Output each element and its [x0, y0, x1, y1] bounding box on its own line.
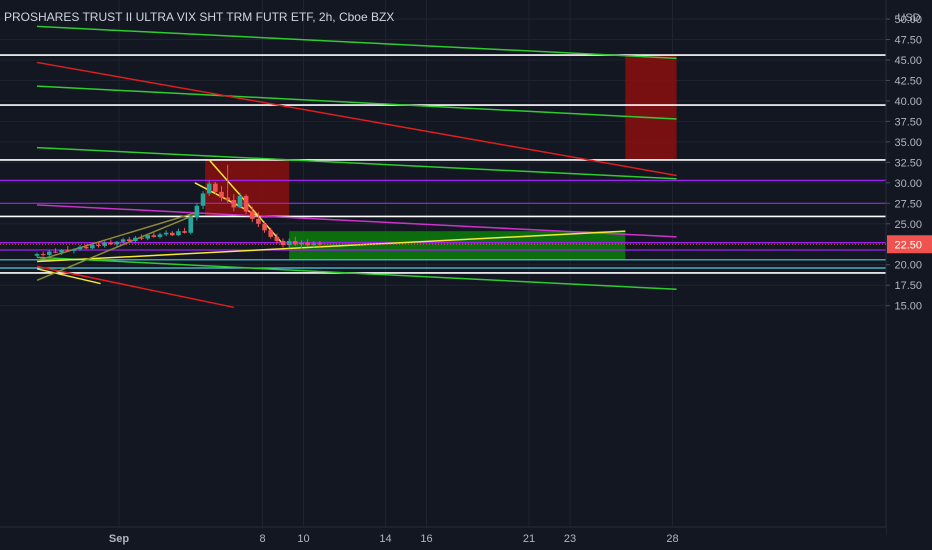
- price-axis-tick-label: 32.50: [894, 157, 922, 169]
- candle-body: [53, 251, 58, 253]
- candle-body: [225, 197, 230, 201]
- time-axis[interactable]: Sep 8 10 14 16 21 23 28: [0, 526, 886, 550]
- price-axis-background: [886, 0, 932, 550]
- candle-body: [200, 193, 206, 206]
- candle-body: [151, 235, 157, 237]
- candle-body: [120, 239, 126, 242]
- candle-body: [280, 240, 286, 246]
- candle-body: [40, 254, 46, 256]
- candle-body: [182, 231, 187, 233]
- time-axis-background: [0, 527, 886, 550]
- candle-body: [262, 223, 267, 231]
- price-axis-tick-label: 25.00: [894, 219, 922, 231]
- trend-line: [36, 85, 677, 120]
- time-axis-tick-label: 10: [297, 533, 309, 545]
- trend-line: [36, 146, 677, 180]
- time-axis-tick-label: 16: [420, 533, 432, 545]
- candle-body: [243, 195, 249, 212]
- currency-label[interactable]: USD: [897, 12, 920, 24]
- candle-body: [219, 191, 224, 198]
- candle-body: [299, 242, 304, 245]
- candle-body: [293, 240, 298, 245]
- trend-line: [36, 204, 677, 238]
- price-axis-tick-label: 15.00: [894, 301, 922, 313]
- time-axis-tick-label: 23: [564, 533, 576, 545]
- time-axis-tick-label: 28: [666, 533, 678, 545]
- last-price-badge-bg: [887, 235, 932, 254]
- price-axis[interactable]: 50.00 47.50 45.00 42.50 40.00 37.50 35.00 32.50…: [885, 0, 932, 550]
- candle-body: [249, 211, 255, 219]
- candle-body: [139, 237, 144, 239]
- price-axis-tick-label: 17.50: [894, 280, 922, 292]
- time-axis-tick-label: 8: [259, 533, 265, 545]
- candle-body: [268, 230, 273, 237]
- candle-body: [90, 245, 95, 249]
- chart-title: PROSHARES TRUST II ULTRA VIX SHT TRM FUT…: [4, 10, 394, 24]
- candle-body: [274, 236, 280, 241]
- price-axis-tick-label: 40.00: [894, 96, 922, 108]
- price-axis-tick-label: 42.50: [894, 75, 922, 87]
- candle-body: [237, 195, 243, 208]
- trend-line: [36, 265, 234, 309]
- time-axis-tick-label: 14: [379, 533, 391, 545]
- candle-body: [59, 249, 64, 253]
- trend-line: [36, 268, 101, 285]
- candle-body: [176, 231, 181, 236]
- resistance-zone: [625, 55, 677, 160]
- trend-line: [36, 25, 677, 60]
- price-axis-tick-label: 30.00: [894, 178, 922, 190]
- zones-layer: [205, 55, 677, 260]
- candle-body: [170, 232, 175, 236]
- last-price-badge: 22.50: [0, 235, 932, 254]
- price-axis-tick-label: 45.00: [894, 55, 922, 67]
- trend-line: [36, 211, 198, 262]
- candle-body: [213, 183, 218, 192]
- candle-body: [157, 234, 163, 237]
- price-axis-tick-label: 50.00: [894, 14, 922, 26]
- price-axis-tick-label: 20.00: [894, 260, 922, 272]
- candle-body: [114, 241, 120, 245]
- candle-body: [65, 249, 71, 251]
- candle-body: [126, 239, 132, 241]
- price-axis-tick-label: 37.50: [894, 116, 922, 128]
- candle-body: [108, 242, 114, 245]
- last-price-label: 22.50: [894, 239, 922, 251]
- candle-body: [256, 218, 261, 224]
- candle-body: [311, 243, 317, 246]
- candle-body: [96, 245, 101, 247]
- horizontal-levels-layer: [0, 54, 886, 274]
- price-axis-tick-label: 27.50: [894, 198, 922, 210]
- candles-layer: [34, 164, 323, 258]
- price-axis-tick-label: 35.00: [894, 137, 922, 149]
- candle-body: [71, 249, 77, 251]
- candle-body: [83, 246, 89, 249]
- candle-body: [194, 205, 200, 218]
- trend-line: [36, 213, 198, 281]
- candle-body: [145, 235, 150, 239]
- price-axis-tick-label: 47.50: [894, 35, 922, 47]
- candle-body: [286, 240, 292, 246]
- trend-line: [36, 256, 677, 291]
- candle-body: [133, 237, 138, 241]
- candle-body: [34, 254, 40, 256]
- candle-body: [77, 246, 83, 250]
- candle-body: [317, 243, 323, 245]
- trend-line: [36, 61, 677, 177]
- candle-body: [206, 183, 212, 194]
- candle-body: [231, 200, 237, 208]
- candle-body: [102, 242, 107, 246]
- time-axis-tick-label: Sep: [109, 533, 129, 545]
- candle-body: [163, 232, 169, 235]
- time-axis-tick-label: 21: [523, 533, 535, 545]
- trend-line: [36, 230, 626, 263]
- candle-body: [47, 251, 52, 255]
- candle-body: [305, 242, 310, 246]
- candle-body: [188, 217, 194, 233]
